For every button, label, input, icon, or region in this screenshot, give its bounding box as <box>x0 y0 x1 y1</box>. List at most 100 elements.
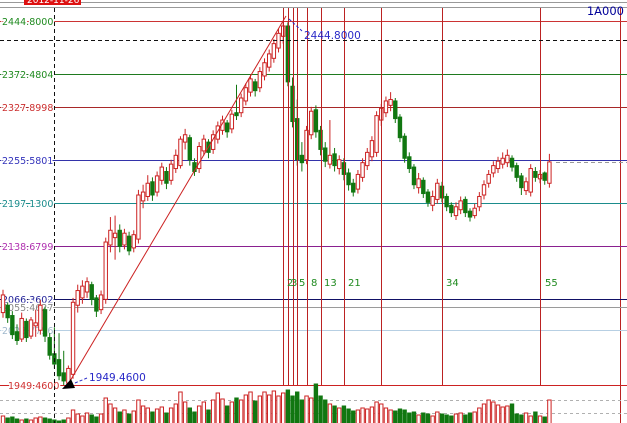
candle-body <box>159 166 164 181</box>
candle-body <box>481 184 487 196</box>
volume-bar <box>238 399 244 423</box>
uptrend-line <box>67 15 287 385</box>
candle-body <box>89 284 94 300</box>
volume-bar <box>472 411 477 423</box>
symbol-code-label: 1A000 <box>587 4 624 18</box>
volume-bar <box>346 408 351 423</box>
candle-body <box>154 175 160 193</box>
volume-bar <box>168 407 174 423</box>
crosshair-lines <box>0 8 627 423</box>
candle-body <box>257 71 263 89</box>
volume-bars <box>0 383 552 423</box>
price-level-lines <box>0 21 627 386</box>
candle-body <box>187 137 193 161</box>
candle-body <box>486 173 491 184</box>
candle-body <box>477 195 482 208</box>
volume-bar <box>374 401 379 423</box>
candle-body <box>449 204 454 214</box>
volume-bar <box>75 413 80 423</box>
volume-bar <box>281 392 286 423</box>
trend-line <box>67 15 287 385</box>
candle-body <box>337 159 342 170</box>
volume-bar <box>215 392 221 423</box>
volume-bar <box>271 390 277 423</box>
volume-bar <box>220 398 225 423</box>
candle-body <box>304 129 309 161</box>
candle-body <box>75 290 80 306</box>
candle-body <box>491 165 496 174</box>
volume-bar <box>173 403 178 423</box>
candle-body <box>402 135 407 159</box>
candle-body <box>19 317 24 340</box>
volume-bar <box>112 407 118 423</box>
candle-body <box>309 110 314 136</box>
fib-count-label: 3 <box>291 278 297 289</box>
candle-body <box>61 372 66 382</box>
volume-bar <box>285 389 291 423</box>
volume-bar <box>491 401 496 423</box>
candle-body <box>234 112 239 117</box>
candle-body <box>421 179 426 195</box>
candle-body <box>5 304 10 319</box>
volume-bar <box>351 410 356 423</box>
low-price-note: 1949.4600 <box>89 372 146 384</box>
volume-bar <box>140 405 146 423</box>
volume-bar <box>327 403 333 423</box>
volume-bar <box>56 420 62 423</box>
candle-body <box>505 154 510 164</box>
low-arrowhead-icon <box>62 379 75 389</box>
volume-bar <box>0 415 6 423</box>
candle-body <box>374 115 379 153</box>
volume-bar <box>486 399 491 423</box>
candle-body <box>70 301 76 375</box>
volume-bar <box>547 399 552 423</box>
volume-bar <box>416 414 421 423</box>
candle-body <box>509 157 515 168</box>
candle-body <box>168 163 174 181</box>
crosshair-date-box: 2012-11-26 <box>24 0 81 6</box>
candle-body <box>318 129 323 150</box>
candle-body <box>47 337 52 356</box>
volume-bar <box>425 413 431 423</box>
candle-body <box>290 85 295 123</box>
volume-gridlines <box>0 400 627 414</box>
candle-body <box>10 315 15 336</box>
volume-bar <box>126 413 132 423</box>
candle-body <box>276 32 281 49</box>
volume-bar <box>201 401 207 423</box>
volume-bar <box>89 414 94 423</box>
price-level-label: 2327.8998 <box>2 103 53 114</box>
volume-bar <box>542 416 547 423</box>
candle-body <box>332 153 337 167</box>
candle-body <box>196 146 202 170</box>
volume-bar <box>154 408 160 423</box>
volume-bar <box>341 405 347 423</box>
candle-body <box>122 232 127 246</box>
volume-bar <box>383 407 389 423</box>
candle-body <box>285 25 291 83</box>
volume-bar <box>444 414 449 423</box>
candle-body <box>136 194 141 240</box>
candle-body <box>252 81 258 92</box>
candle-body <box>407 156 412 170</box>
volume-bar <box>42 417 48 423</box>
volume-bar <box>505 405 510 423</box>
crosshair-date-label: 2012-11-26 <box>27 0 80 6</box>
candle-body <box>201 138 207 152</box>
volume-bar <box>509 403 515 423</box>
volume-bar <box>481 403 487 423</box>
candle-body <box>425 191 431 203</box>
volume-bar <box>337 407 342 423</box>
volume-bar <box>313 383 319 423</box>
volume-bar <box>248 391 253 423</box>
volume-bar <box>159 406 164 423</box>
candle-body <box>248 78 253 93</box>
volume-bar <box>304 395 309 423</box>
candle-body <box>56 359 62 377</box>
candle-body <box>351 182 356 193</box>
volume-bar <box>122 409 127 423</box>
candle-body <box>528 168 533 193</box>
volume-bar <box>252 400 258 423</box>
fib-time-zone-lines <box>283 8 541 385</box>
